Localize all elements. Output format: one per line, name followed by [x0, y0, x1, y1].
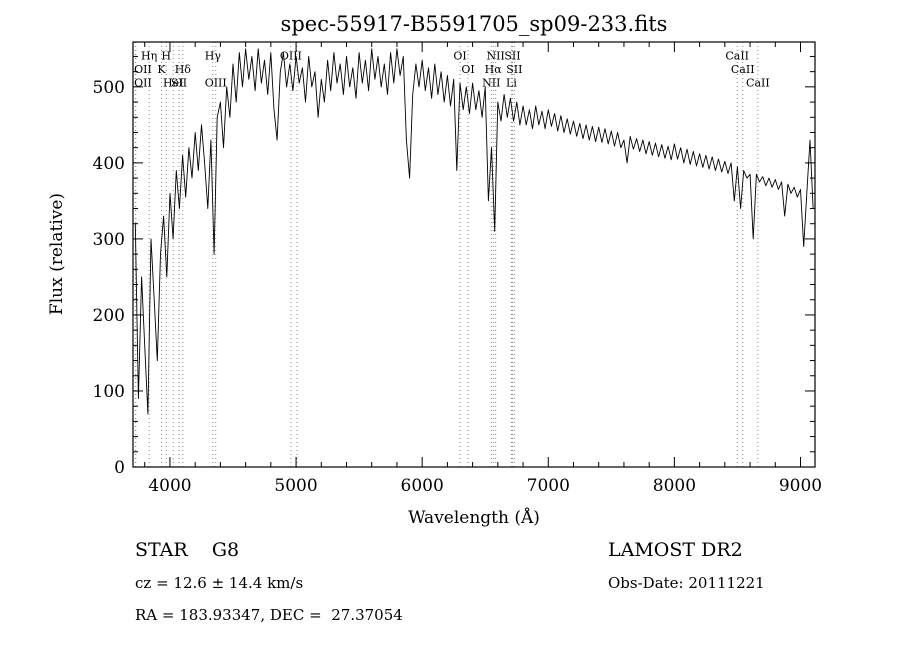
spectral-line-label: HeI — [163, 77, 183, 90]
spectral-line-label: OI — [453, 50, 466, 63]
spectral-line-markers — [135, 42, 759, 467]
spectral-line-label: H — [161, 50, 171, 63]
spectral-line-label: NII — [487, 50, 505, 63]
plot-title: spec-55917-B5591705_sp09-233.fits — [281, 12, 668, 36]
x-tick-label: 9000 — [779, 476, 822, 496]
survey-text: LAMOST DR2 — [608, 539, 743, 561]
spectral-line-label: OIII — [205, 77, 227, 90]
plot-frame — [132, 41, 816, 468]
x-tick-label: 4000 — [148, 476, 191, 496]
spectral-line-label: Hη — [141, 50, 157, 63]
y-tick-label: 300 — [93, 230, 125, 250]
spectral-line-label: Hγ — [205, 50, 222, 63]
spectral-line-label: OII — [134, 63, 152, 76]
y-tick-label: 200 — [93, 306, 125, 326]
spectral-line-label: CaII — [731, 63, 755, 76]
spectral-line-label: Hα — [485, 63, 503, 76]
obsdate-text: Obs-Date: 20111221 — [608, 574, 765, 592]
spectral-line-label: CaII — [725, 50, 749, 63]
tick-labels: 4000 5000 6000 7000 8000 9000 0 100 200 300 400 500 — [93, 78, 823, 496]
spectral-line-label: NII — [482, 77, 500, 90]
spectral-line-label: Hδ — [175, 63, 192, 76]
y-tick-label: 100 — [93, 382, 125, 402]
coords-text: RA = 183.93347, DEC = 27.37054 — [135, 606, 403, 624]
y-tick-label: 0 — [114, 458, 125, 478]
spectral-line-label: SII — [506, 63, 522, 76]
y-tick-label: 500 — [93, 78, 125, 98]
x-tick-label: 8000 — [653, 476, 696, 496]
spectral-line-label: CaII — [746, 77, 770, 90]
x-tick-label: 5000 — [274, 476, 317, 496]
classification-text: STAR G8 — [135, 539, 239, 561]
x-axis-label: Wavelength (Å) — [408, 507, 540, 528]
spectral-line-label: OII — [134, 77, 152, 90]
spectral-line-label: OI — [461, 63, 474, 76]
spectral-line-label: K — [157, 63, 166, 76]
spectral-line-label: SII — [171, 77, 187, 90]
x-tick-label: 7000 — [527, 476, 570, 496]
x-tick-label: 6000 — [401, 476, 444, 496]
cz-text: cz = 12.6 ± 14.4 km/s — [135, 574, 303, 592]
spectral-line-label: SII — [504, 50, 520, 63]
y-tick-label: 400 — [93, 154, 125, 174]
spectral-line-label: Li — [506, 77, 517, 90]
spectrum-trace — [134, 48, 814, 415]
tick-marks — [133, 42, 815, 468]
y-axis-label: Flux (relative) — [47, 193, 67, 315]
